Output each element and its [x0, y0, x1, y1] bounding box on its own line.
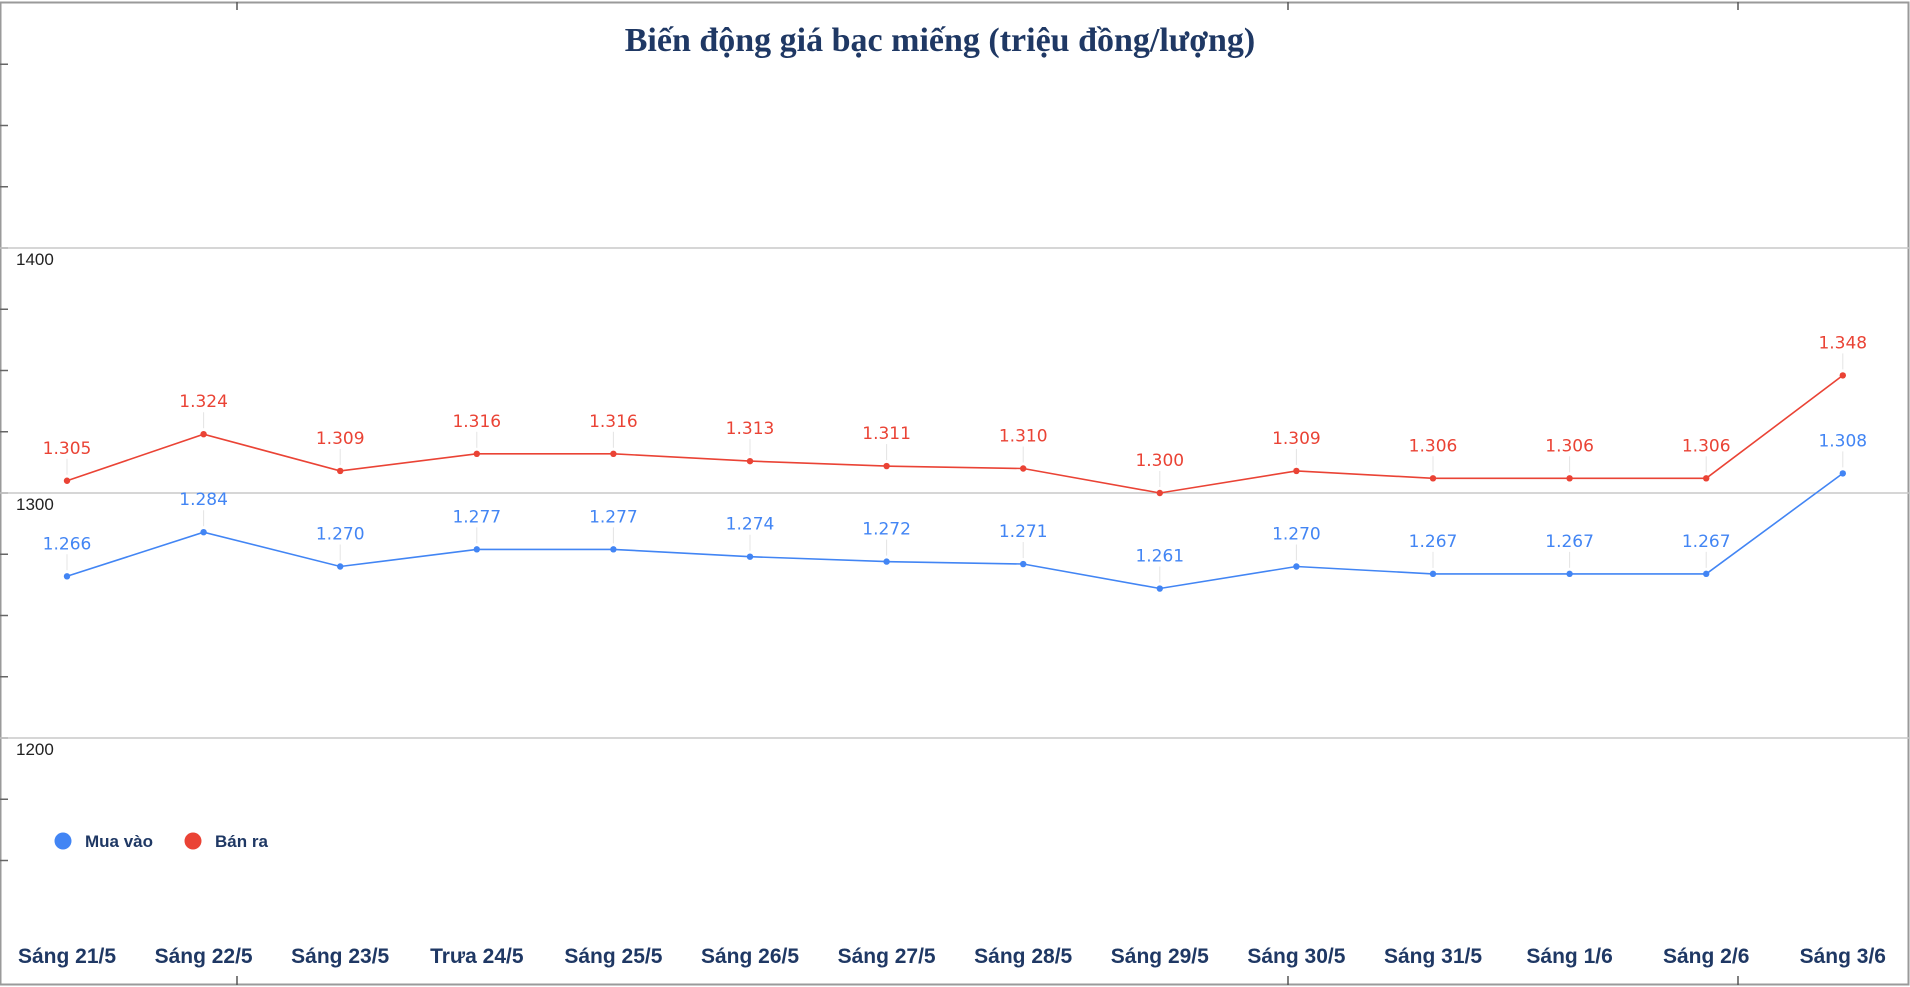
- data-point: [1429, 475, 1437, 482]
- data-label: 1.306: [1409, 436, 1458, 456]
- data-label: 1.270: [316, 525, 365, 545]
- legend-marker: [184, 832, 202, 850]
- data-point: [1703, 570, 1710, 578]
- data-point: [610, 450, 617, 457]
- data-label: 1.308: [1818, 431, 1867, 451]
- data-label: 1.306: [1545, 436, 1594, 456]
- data-label: 1.300: [1135, 451, 1184, 471]
- data-point: [883, 558, 890, 565]
- data-label: 1.313: [726, 419, 775, 439]
- data-point: [473, 546, 480, 553]
- data-point: [1020, 560, 1027, 568]
- series-mua-vào: 1.266 1.284 1.270 1.277 1.277 1.274 1.272 1.271…: [43, 431, 1867, 592]
- data-label: 1.306: [1682, 436, 1731, 456]
- legend-label: Bán ra: [215, 832, 268, 851]
- data-point: [1020, 465, 1027, 472]
- data-point: [63, 477, 71, 484]
- data-point: [746, 457, 754, 465]
- data-point: [1703, 475, 1710, 482]
- data-point: [200, 529, 207, 536]
- data-label: 1.277: [589, 507, 638, 527]
- x-tick-label: Sáng 27/5: [838, 945, 936, 968]
- data-point: [1429, 570, 1437, 578]
- bottom-edge-ticks: [236, 976, 1739, 985]
- x-tick-label: Sáng 3/6: [1800, 945, 1886, 968]
- legend-item: Mua vào: [54, 832, 153, 851]
- x-tick-label: Sáng 25/5: [564, 945, 662, 968]
- x-axis-category-labels: Sáng 21/5 Sáng 22/5 Sáng 23/5 Trưa 24/5 Sáng…: [18, 945, 1886, 968]
- legend-item: Bán ra: [184, 832, 268, 851]
- data-label: 1.311: [862, 424, 911, 444]
- x-tick-label: Sáng 28/5: [974, 945, 1072, 968]
- data-point: [1156, 585, 1164, 592]
- gridlines: [0, 247, 1910, 739]
- x-tick-label: Sáng 30/5: [1247, 945, 1345, 968]
- data-label: 1.277: [452, 507, 501, 527]
- data-label: 1.261: [1135, 547, 1184, 567]
- data-point: [1293, 563, 1300, 570]
- data-label: 1.310: [999, 427, 1048, 447]
- data-point: [1839, 372, 1847, 379]
- data-label: 1.271: [999, 522, 1048, 542]
- data-label: 1.309: [316, 429, 365, 449]
- data-point: [1566, 475, 1573, 482]
- x-tick-label: Sáng 2/6: [1663, 945, 1749, 968]
- data-label: 1.266: [43, 534, 92, 554]
- data-label: 1.270: [1272, 525, 1321, 545]
- data-point: [63, 573, 71, 580]
- x-tick-label: Sáng 21/5: [18, 945, 116, 968]
- series-layer: 1.266 1.284 1.270 1.277 1.277 1.274 1.272 1.271…: [43, 333, 1867, 592]
- series-line: [66, 472, 1844, 590]
- data-point: [200, 431, 207, 438]
- x-tick-label: Sáng 29/5: [1111, 945, 1209, 968]
- x-tick-label: Sáng 23/5: [291, 945, 389, 968]
- y-tick-label: 1200: [16, 740, 54, 759]
- data-label: 1.274: [726, 515, 775, 535]
- data-label: 1.324: [179, 392, 228, 412]
- data-point: [1566, 570, 1573, 578]
- x-tick-label: Trưa 24/5: [430, 945, 524, 968]
- data-point: [883, 462, 890, 470]
- data-label: 1.309: [1272, 429, 1321, 449]
- data-label: 1.267: [1409, 532, 1458, 552]
- x-tick-label: Sáng 31/5: [1384, 945, 1482, 968]
- data-point: [746, 553, 754, 560]
- data-label: 1.348: [1818, 333, 1867, 353]
- legend-marker: [54, 832, 72, 850]
- data-point: [1839, 470, 1847, 477]
- y-tick-label: 1300: [16, 495, 54, 514]
- x-tick-label: Sáng 26/5: [701, 945, 799, 968]
- legend: Mua vào Bán ra: [54, 832, 268, 851]
- data-point: [1156, 489, 1164, 497]
- data-label: 1.316: [452, 412, 501, 432]
- x-tick-label: Sáng 1/6: [1526, 945, 1612, 968]
- legend-label: Mua vào: [85, 832, 153, 851]
- data-label: 1.284: [179, 490, 228, 510]
- data-label: 1.272: [862, 520, 911, 540]
- data-point: [473, 450, 480, 457]
- x-tick-label: Sáng 22/5: [155, 945, 253, 968]
- series-bán-ra: 1.305 1.324 1.309 1.316 1.316 1.313 1.311 1.310…: [43, 333, 1867, 497]
- chart-title: Biến động giá bạc miếng (triệu đồng/lượn…: [625, 22, 1256, 59]
- data-point: [337, 467, 344, 475]
- y-axis-tick-labels: 1200 1300 1400: [16, 250, 54, 759]
- data-point: [610, 546, 617, 553]
- data-point: [1293, 467, 1300, 475]
- data-point: [337, 563, 344, 570]
- data-label: 1.316: [589, 412, 638, 432]
- y-tick-label: 1400: [16, 250, 54, 269]
- data-label: 1.267: [1545, 532, 1594, 552]
- data-label: 1.305: [43, 439, 92, 459]
- series-line: [66, 374, 1844, 494]
- top-edge-ticks: [236, 2, 1739, 10]
- data-label: 1.267: [1682, 532, 1731, 552]
